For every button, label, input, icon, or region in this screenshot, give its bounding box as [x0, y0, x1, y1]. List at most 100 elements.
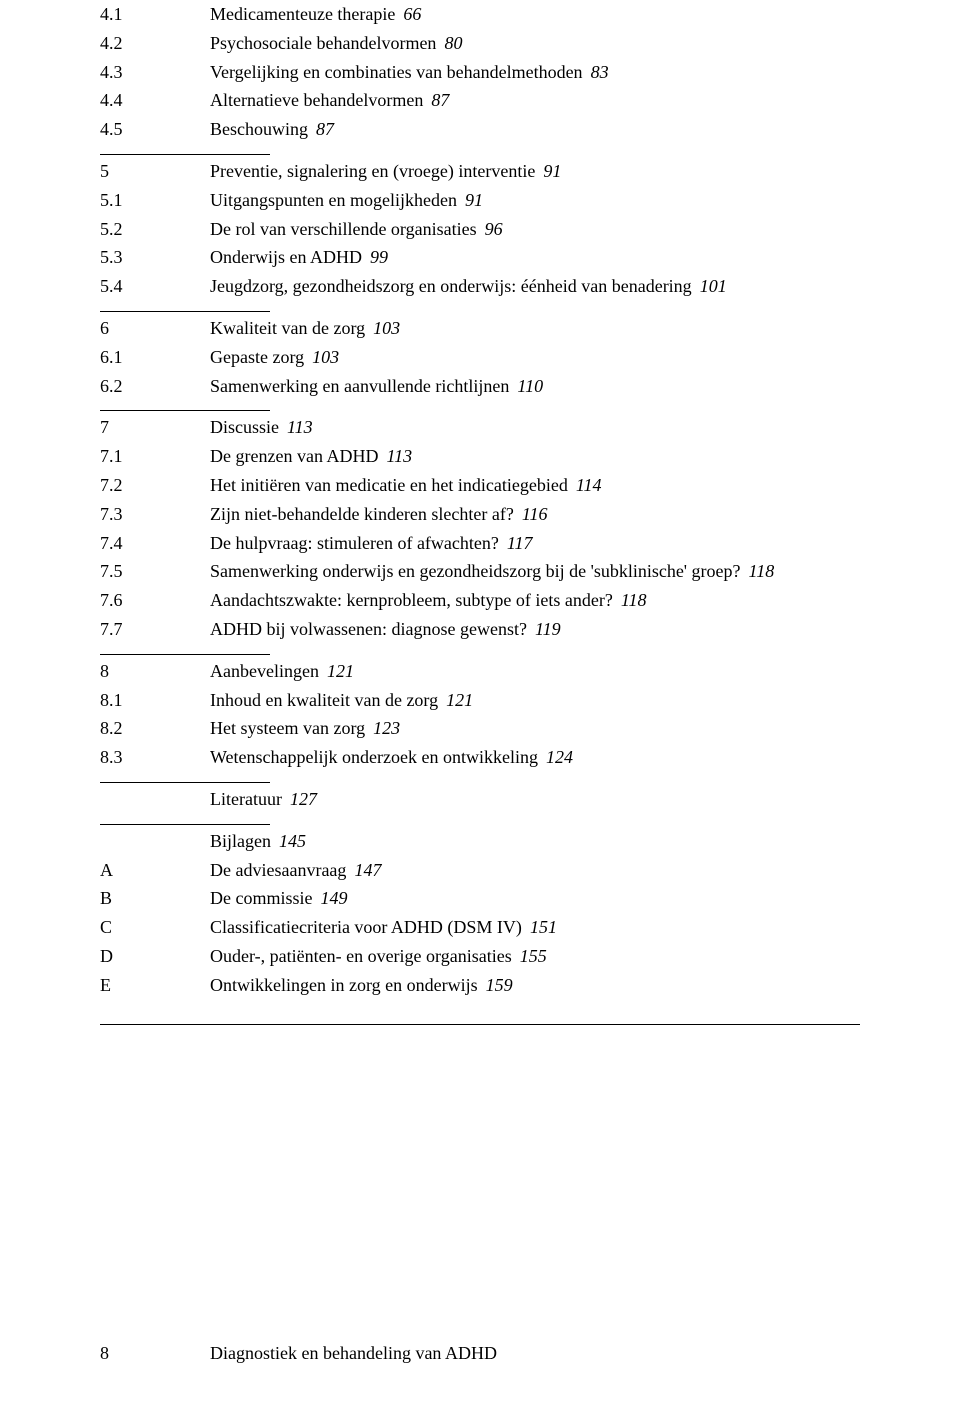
- toc-entry-page: 87: [316, 115, 334, 144]
- toc-entry-number: 4.3: [100, 58, 210, 87]
- toc-entry-page: 101: [700, 272, 727, 301]
- toc-entry-page: 121: [446, 686, 473, 715]
- toc-entry-page: 118: [621, 586, 647, 615]
- toc-entry-page: 159: [486, 971, 513, 1000]
- toc-entry: EOntwikkelingen in zorg en onderwijs159: [100, 971, 860, 1000]
- toc-entry-title: De adviesaanvraag: [210, 856, 346, 885]
- toc-entry: 7.7ADHD bij volwassenen: diagnose gewens…: [100, 615, 860, 644]
- toc-entry-number: 8.1: [100, 686, 210, 715]
- toc-entry-page: 87: [431, 86, 449, 115]
- toc-entry-page: 80: [444, 29, 462, 58]
- toc-entry: 5.1Uitgangspunten en mogelijkheden 91: [100, 186, 860, 215]
- toc-entry-page: 91: [543, 157, 561, 186]
- toc-entry-page: 121: [327, 657, 354, 686]
- toc-entry-number: B: [100, 884, 210, 913]
- toc-entry-title: Literatuur: [210, 785, 282, 814]
- toc-entry-number: 7.4: [100, 529, 210, 558]
- toc-entry-title: Samenwerking en aanvullende richtlijnen: [210, 372, 509, 401]
- toc-entry-page: 114: [576, 471, 602, 500]
- toc-entry-number: 5.1: [100, 186, 210, 215]
- toc-entry-title: Alternatieve behandelvormen: [210, 86, 423, 115]
- toc-entry: 7.5Samenwerking onderwijs en gezondheids…: [100, 557, 860, 586]
- toc-entry-page: 113: [386, 442, 412, 471]
- toc-entry: BDe commissie149: [100, 884, 860, 913]
- toc-entry: 6.1Gepaste zorg103: [100, 343, 860, 372]
- toc-entry-number: 4.5: [100, 115, 210, 144]
- toc-entry: DOuder-, patiënten- en overige organisat…: [100, 942, 860, 971]
- toc-entry: 5.4Jeugdzorg, gezondheidszorg en onderwi…: [100, 272, 860, 301]
- toc-entry-title: Classificatiecriteria voor ADHD (DSM IV): [210, 913, 522, 942]
- toc-entry-number: 4.2: [100, 29, 210, 58]
- section-separator: [100, 782, 860, 783]
- toc-entry-number: 7.6: [100, 586, 210, 615]
- toc-entry-page: 155: [520, 942, 547, 971]
- toc-entry-page: 118: [749, 557, 775, 586]
- section-separator: [100, 311, 860, 312]
- toc-entry-title: Discussie: [210, 413, 279, 442]
- toc-entry-title: Onderwijs en ADHD: [210, 243, 362, 272]
- toc-entry-title: Bijlagen: [210, 827, 271, 856]
- toc-entry-number: 6: [100, 314, 210, 343]
- toc-entry-page: 149: [320, 884, 347, 913]
- toc-entry-title: Gepaste zorg: [210, 343, 304, 372]
- toc-entry: 7Discussie 113: [100, 413, 860, 442]
- toc-entry-title: De rol van verschillende organisaties: [210, 215, 477, 244]
- toc-entry-number: 5.4: [100, 272, 210, 301]
- toc-entry: 7.2Het initiëren van medicatie en het in…: [100, 471, 860, 500]
- toc-entry-page: 83: [591, 58, 609, 87]
- toc-entry-title: Ouder-, patiënten- en overige organisati…: [210, 942, 512, 971]
- toc-entry: ADe adviesaanvraag147: [100, 856, 860, 885]
- toc-entry-number: 4.4: [100, 86, 210, 115]
- toc-entry-title: De hulpvraag: stimuleren of afwachten?: [210, 529, 499, 558]
- toc-entry-title: ADHD bij volwassenen: diagnose gewenst?: [210, 615, 527, 644]
- toc-entry-title: De grenzen van ADHD: [210, 442, 378, 471]
- toc-entry: 5.3Onderwijs en ADHD 99: [100, 243, 860, 272]
- toc-entry-number: 6.1: [100, 343, 210, 372]
- toc-entry-number: 7: [100, 413, 210, 442]
- toc-entry-number: 6.2: [100, 372, 210, 401]
- toc-entry: 7.1De grenzen van ADHD113: [100, 442, 860, 471]
- toc-entry-page: 66: [403, 0, 421, 29]
- toc-entry-number: 5.3: [100, 243, 210, 272]
- toc-entry-page: 119: [535, 615, 561, 644]
- toc-entry-page: 116: [522, 500, 548, 529]
- toc-entry-title: Medicamenteuze therapie: [210, 0, 395, 29]
- toc-entry-title: Jeugdzorg, gezondheidszorg en onderwijs:…: [210, 272, 692, 301]
- toc-entry-title: Vergelijking en combinaties van behandel…: [210, 58, 583, 87]
- toc-entry: 4.1Medicamenteuze therapie 66: [100, 0, 860, 29]
- section-separator: [100, 654, 860, 655]
- toc-entry: 7.6Aandachtszwakte: kernprobleem, subtyp…: [100, 586, 860, 615]
- toc-entry-number: 8: [100, 657, 210, 686]
- toc-entry: 6Kwaliteit van de zorg103: [100, 314, 860, 343]
- toc-entry-page: 151: [530, 913, 557, 942]
- toc-entry-title: Preventie, signalering en (vroege) inter…: [210, 157, 535, 186]
- toc-entry-title: Zijn niet-behandelde kinderen slechter a…: [210, 500, 514, 529]
- toc-entry-number: 4.1: [100, 0, 210, 29]
- toc-entry: 8.2Het systeem van zorg123: [100, 714, 860, 743]
- toc-entry-page: 99: [370, 243, 388, 272]
- toc-entry-page: 145: [279, 827, 306, 856]
- footer-running-title: Diagnostiek en behandeling van ADHD: [210, 1343, 497, 1364]
- toc-entry-page: 127: [290, 785, 317, 814]
- toc-entry-page: 91: [465, 186, 483, 215]
- toc-entry: 8.3Wetenschappelijk onderzoek en ontwikk…: [100, 743, 860, 772]
- toc-entry-title: Wetenschappelijk onderzoek en ontwikkeli…: [210, 743, 538, 772]
- toc-entry-number: D: [100, 942, 210, 971]
- toc-entry-number: 7.3: [100, 500, 210, 529]
- toc-entry: 6.2Samenwerking en aanvullende richtlijn…: [100, 372, 860, 401]
- toc-entry-page: 110: [517, 372, 543, 401]
- toc-entry-number: 7.2: [100, 471, 210, 500]
- toc-entry: Bijlagen 145: [100, 827, 860, 856]
- toc-entry-page: 113: [287, 413, 313, 442]
- toc-entry-number: E: [100, 971, 210, 1000]
- toc-entry-title: Uitgangspunten en mogelijkheden: [210, 186, 457, 215]
- table-of-contents: 4.1Medicamenteuze therapie664.2Psychosoc…: [100, 0, 860, 1000]
- section-separator: [100, 824, 860, 825]
- toc-entry: 4.5Beschouwing87: [100, 115, 860, 144]
- page-footer: 8 Diagnostiek en behandeling van ADHD: [100, 1343, 860, 1364]
- toc-entry: Literatuur 127: [100, 785, 860, 814]
- toc-entry-number: 7.5: [100, 557, 210, 586]
- toc-entry: 4.2Psychosociale behandelvormen 80: [100, 29, 860, 58]
- toc-entry: 4.3Vergelijking en combinaties van behan…: [100, 58, 860, 87]
- toc-entry-title: Psychosociale behandelvormen: [210, 29, 436, 58]
